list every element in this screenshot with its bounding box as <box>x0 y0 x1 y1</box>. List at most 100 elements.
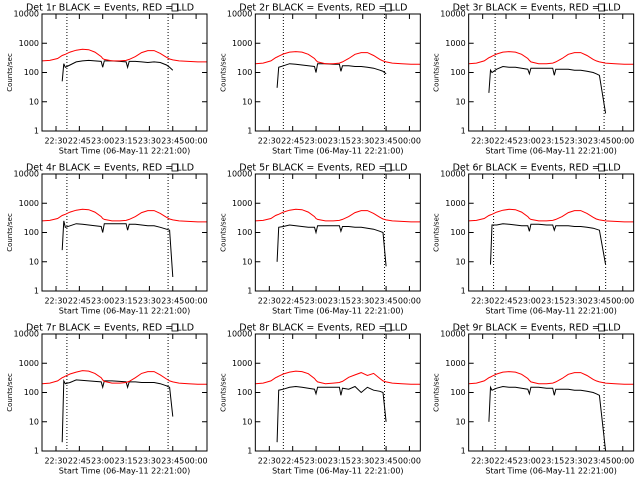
y-tick-label: 10 <box>242 257 252 266</box>
y-tick-label: 10 <box>455 97 465 106</box>
x-tick-label: 00:00 <box>611 137 634 146</box>
x-axis-label: Start Time (06-May-11 22:21:00) <box>485 307 616 316</box>
y-tick-label: 100 <box>24 68 39 77</box>
y-tick-label: 10 <box>242 97 252 106</box>
x-tick-label: 23:45 <box>375 457 398 466</box>
series-line <box>468 208 634 223</box>
y-tick-label: 1 <box>34 287 39 296</box>
x-tick-label: 23:30 <box>138 297 161 306</box>
series-line <box>276 385 387 443</box>
y-tick-label: 1 <box>461 287 466 296</box>
x-tick-label: 23:45 <box>161 297 184 306</box>
x-tick-label: 23:30 <box>138 137 161 146</box>
series-line <box>255 51 421 65</box>
y-tick-label: 10000 <box>227 170 252 179</box>
symbol-box <box>384 323 392 332</box>
x-tick-label: 23:15 <box>328 137 351 146</box>
x-tick-label: 23:00 <box>305 297 328 306</box>
x-tick-label: 23:30 <box>351 457 374 466</box>
y-tick-label: 10 <box>455 257 465 266</box>
x-axis-label: Start Time (06-May-11 22:21:00) <box>485 467 616 476</box>
plot-frame <box>254 333 421 452</box>
y-axis-label: Counts/sec <box>433 213 441 252</box>
y-axis-label: Counts/sec <box>219 213 227 252</box>
x-tick-label: 22:30 <box>44 297 67 306</box>
y-tick-label: 1000 <box>232 39 252 48</box>
x-tick-label: 23:15 <box>328 297 351 306</box>
y-tick-label: 10000 <box>227 330 252 339</box>
y-tick-label: 1000 <box>232 359 252 368</box>
y-tick-label: 10000 <box>14 170 39 179</box>
x-tick-label: 23:15 <box>115 457 138 466</box>
x-tick-label: 22:30 <box>258 457 281 466</box>
chart-title: Det 1r BLACK = Events, RED = LLD <box>26 3 194 14</box>
y-tick-label: 1 <box>461 447 466 456</box>
plot-frame <box>468 333 635 452</box>
x-tick-label: 23:30 <box>351 137 374 146</box>
x-tick-label: 23:00 <box>305 137 328 146</box>
chart-title: Det 8r BLACK = Events, RED = LLD <box>239 323 407 334</box>
x-tick-label: 23:15 <box>541 457 564 466</box>
x-tick-label: 23:30 <box>565 457 588 466</box>
y-tick-label: 10 <box>29 257 39 266</box>
y-tick-label: 1000 <box>445 199 465 208</box>
chart-title: Det 2r BLACK = Events, RED = LLD <box>239 3 407 14</box>
y-axis-label: Counts/sec <box>6 53 14 92</box>
x-tick-label: 23:15 <box>115 297 138 306</box>
chart-title: Det 5r BLACK = Events, RED = LLD <box>239 163 407 174</box>
y-tick-label: 100 <box>24 228 39 237</box>
plot-frame <box>254 13 421 132</box>
plot-frame <box>41 13 208 132</box>
series-line <box>468 51 634 65</box>
x-tick-label: 23:45 <box>161 137 184 146</box>
y-tick-label: 1 <box>461 127 466 136</box>
x-tick-label: 23:30 <box>138 457 161 466</box>
x-axis-label: Start Time (06-May-11 22:21:00) <box>272 467 403 476</box>
y-tick-label: 10000 <box>440 330 465 339</box>
symbol-box <box>384 3 392 12</box>
x-tick-label: 22:45 <box>68 137 91 146</box>
x-tick-label: 23:45 <box>588 297 611 306</box>
y-axis-label: Counts/sec <box>6 213 14 252</box>
x-axis-label: Start Time (06-May-11 22:21:00) <box>272 307 403 316</box>
x-tick-label: 00:00 <box>611 297 634 306</box>
series-line <box>61 220 174 278</box>
x-tick-label: 23:30 <box>565 137 588 146</box>
symbol-box <box>171 3 179 12</box>
x-tick-label: 23:45 <box>161 457 184 466</box>
x-tick-label: 23:00 <box>518 137 541 146</box>
y-tick-label: 1 <box>247 447 252 456</box>
y-tick-label: 1000 <box>445 39 465 48</box>
y-tick-label: 10000 <box>227 10 252 19</box>
x-tick-label: 23:45 <box>375 137 398 146</box>
y-tick-label: 1 <box>247 287 252 296</box>
series-line <box>488 385 607 452</box>
chart-title: Det 3r BLACK = Events, RED = LLD <box>453 3 621 14</box>
symbol-box <box>171 163 179 172</box>
x-tick-label: 23:00 <box>518 297 541 306</box>
x-tick-label: 23:00 <box>91 137 114 146</box>
x-tick-label: 22:30 <box>44 457 67 466</box>
y-tick-label: 10 <box>29 417 39 426</box>
y-tick-label: 10000 <box>14 10 39 19</box>
chart-title: Det 6r BLACK = Events, RED = LLD <box>453 163 621 174</box>
x-tick-label: 22:30 <box>471 457 494 466</box>
x-tick-label: 23:45 <box>588 457 611 466</box>
y-axis-label: Counts/sec <box>219 53 227 92</box>
x-tick-label: 23:00 <box>91 297 114 306</box>
y-tick-label: 100 <box>450 228 465 237</box>
x-tick-label: 23:30 <box>351 297 374 306</box>
x-tick-label: 23:45 <box>588 137 611 146</box>
y-tick-label: 1000 <box>19 39 39 48</box>
series-line <box>276 63 387 88</box>
x-axis-label: Start Time (06-May-11 22:21:00) <box>59 147 190 156</box>
symbol-box <box>598 323 606 332</box>
x-tick-label: 00:00 <box>185 457 208 466</box>
chart-title: Det 7r BLACK = Events, RED = LLD <box>26 323 194 334</box>
x-tick-label: 00:00 <box>398 297 421 306</box>
series-line <box>276 224 387 267</box>
series-line <box>490 223 607 265</box>
x-tick-label: 22:45 <box>281 457 304 466</box>
x-tick-label: 22:45 <box>281 297 304 306</box>
